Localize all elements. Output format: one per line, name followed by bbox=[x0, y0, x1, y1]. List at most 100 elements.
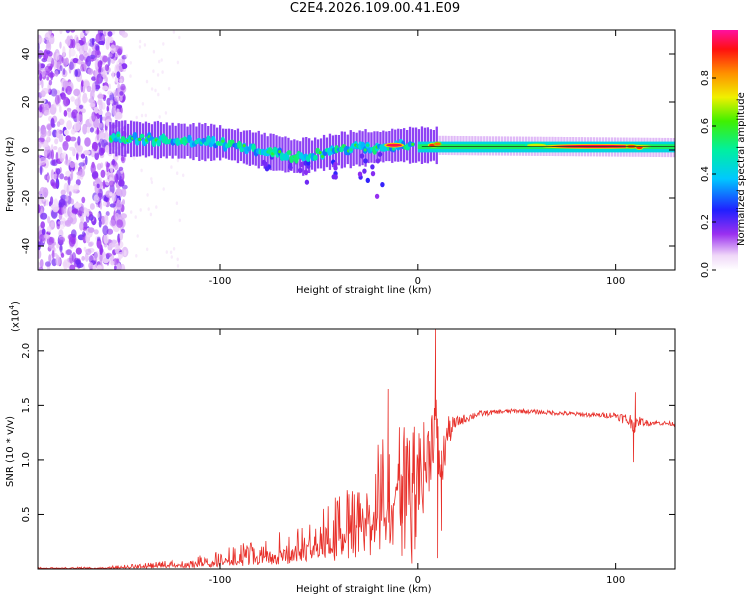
noise-blob bbox=[110, 44, 116, 54]
noise-blob bbox=[41, 87, 49, 95]
noise-blob bbox=[110, 164, 114, 174]
noise-blob bbox=[102, 201, 107, 207]
noise-speck bbox=[139, 208, 142, 212]
noise-blob bbox=[114, 212, 120, 222]
noise-blob bbox=[67, 217, 71, 226]
noise-blob bbox=[110, 260, 115, 266]
noise-blob bbox=[81, 256, 86, 261]
noise-blob bbox=[38, 139, 42, 150]
noise-blob bbox=[46, 132, 50, 141]
colorbar-ticks: 0.0 0.2 0.4 0.6 0.8 bbox=[700, 70, 716, 278]
snr-scale-exponent: 4 bbox=[8, 304, 16, 310]
noise-blob bbox=[66, 120, 72, 130]
noise-blob bbox=[67, 176, 71, 186]
noise-blob bbox=[56, 121, 61, 127]
noise-blob bbox=[82, 30, 86, 34]
spectrogram-heatmap bbox=[38, 30, 675, 270]
colorbar-tick-label: 0.4 bbox=[700, 166, 711, 182]
snr-scale-label: (x104) bbox=[8, 301, 22, 332]
noise-blob bbox=[63, 176, 69, 181]
band-core bbox=[210, 135, 216, 145]
noise-blob bbox=[96, 122, 103, 128]
noise-blob bbox=[116, 219, 123, 228]
noise-blob bbox=[62, 46, 66, 57]
noise-blob bbox=[38, 109, 41, 119]
noise-blob bbox=[46, 76, 50, 81]
noise-blob bbox=[119, 91, 124, 96]
noise-speck bbox=[162, 187, 165, 191]
x-tick-label: 0 bbox=[415, 276, 421, 287]
noise-speck bbox=[182, 173, 185, 178]
noise-blob bbox=[89, 203, 95, 210]
noise-blob bbox=[93, 229, 99, 235]
band-core-bright bbox=[221, 139, 225, 143]
noise-blob bbox=[71, 252, 77, 263]
noise-blob bbox=[70, 198, 75, 205]
noise-blob bbox=[70, 96, 75, 102]
colorbar-gradient bbox=[712, 30, 738, 270]
y-tick-label: 0 bbox=[21, 147, 32, 153]
noise-blob bbox=[78, 162, 86, 167]
y-tick-label: -40 bbox=[21, 238, 32, 254]
noise-blob bbox=[109, 192, 113, 197]
band-core bbox=[313, 154, 318, 161]
spectrogram-ylabel: Frequency (Hz) bbox=[5, 136, 16, 212]
y-tick-label: 20 bbox=[21, 96, 32, 109]
noise-blob bbox=[57, 220, 64, 225]
noise-blob bbox=[91, 111, 96, 122]
noise-blob bbox=[94, 151, 100, 161]
noise-speck bbox=[170, 165, 173, 169]
noise-speck bbox=[176, 60, 180, 65]
noise-blob bbox=[55, 151, 59, 163]
noise-blob bbox=[102, 85, 109, 91]
x-tick-label: -100 bbox=[209, 575, 232, 586]
noise-blob bbox=[85, 30, 90, 34]
noise-speck bbox=[167, 86, 171, 91]
noise-blob bbox=[56, 243, 60, 249]
band-core-bright bbox=[318, 151, 322, 155]
noise-blob bbox=[84, 252, 89, 262]
noise-blob bbox=[62, 68, 66, 75]
snr-scale-note: (x10 bbox=[10, 309, 22, 332]
noise-blob bbox=[46, 175, 51, 181]
noise-blob bbox=[43, 234, 50, 240]
band-core bbox=[182, 136, 188, 146]
noise-blob bbox=[97, 99, 103, 106]
noise-blob bbox=[96, 127, 100, 135]
noise-blob bbox=[77, 114, 83, 122]
noise-blob bbox=[98, 40, 105, 46]
noise-blob bbox=[107, 31, 113, 37]
noise-blob bbox=[60, 189, 66, 196]
colorbar-label: Normalized spectral amplitude bbox=[736, 92, 747, 246]
noise-blob bbox=[76, 262, 84, 269]
noise-speck bbox=[149, 212, 153, 217]
snr-series-line bbox=[38, 329, 675, 569]
band-drip bbox=[370, 164, 375, 170]
band-drip bbox=[359, 153, 365, 159]
noise-blob bbox=[109, 203, 116, 208]
band-drip bbox=[377, 151, 383, 157]
noise-blob bbox=[59, 173, 64, 180]
noise-blob bbox=[96, 264, 102, 270]
noise-blob bbox=[91, 82, 96, 94]
noise-blob bbox=[71, 109, 79, 119]
noise-blob bbox=[103, 233, 109, 245]
noise-blob bbox=[65, 194, 69, 202]
noise-blob bbox=[74, 202, 82, 208]
x-tick-label: 100 bbox=[606, 575, 625, 586]
band-drip bbox=[288, 162, 293, 168]
noise-blob bbox=[54, 138, 59, 145]
noise-blob bbox=[38, 126, 41, 132]
noise-blob bbox=[105, 145, 110, 153]
noise-blob bbox=[84, 137, 91, 147]
noise-blob bbox=[81, 196, 86, 204]
noise-speck bbox=[164, 111, 168, 115]
noise-blob bbox=[70, 30, 76, 33]
noise-blob bbox=[80, 153, 86, 159]
noise-speck bbox=[165, 250, 168, 254]
noise-blob bbox=[111, 158, 116, 166]
noise-blob bbox=[102, 55, 109, 63]
noise-blob bbox=[45, 199, 49, 206]
noise-blob bbox=[89, 103, 96, 108]
